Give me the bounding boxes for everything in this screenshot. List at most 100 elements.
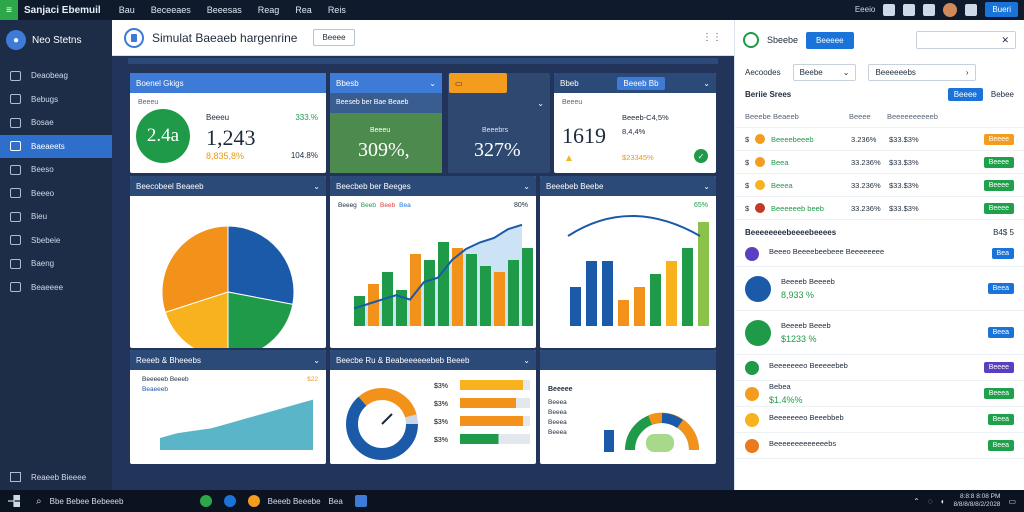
app-logo-icon: ≡ [0, 0, 18, 20]
section-button[interactable]: Beeee [947, 88, 983, 101]
sidebar-item[interactable]: Bieu [0, 205, 112, 229]
list-item[interactable]: Beeeeeeeo Beeeeebeb Beeee [735, 355, 1024, 381]
list-item[interactable]: Beeeo Beeeebeebeee Beeeeeeee Bea [735, 241, 1024, 267]
status-badge[interactable]: Beea [987, 327, 1014, 338]
settings-icon[interactable] [923, 3, 936, 16]
trend-line [567, 215, 701, 237]
mail-icon[interactable] [903, 3, 916, 16]
sidebar-item[interactable]: Bosae [0, 111, 112, 135]
taskbar-search[interactable]: Bbe Bebee Bebeeeb [49, 496, 124, 506]
status-badge[interactable]: Beeee [983, 179, 1014, 191]
kpi-card-4: Bbeb Beeeb Bb ⌄ Beeeu 1619 ▲ Beeeb-C4,5% 8… [554, 73, 716, 173]
sidebar-item-label: Beaeeee [31, 282, 64, 292]
avatar[interactable] [943, 2, 958, 17]
filter-dropdown[interactable]: Beebe ⌄ [792, 63, 857, 81]
panel-title: Bbeb [560, 78, 579, 88]
chevron-up-icon[interactable]: ⌃ [913, 496, 920, 506]
bar [650, 274, 661, 326]
section-link[interactable]: Bebee [990, 90, 1014, 99]
kpi-value: 309%, [358, 139, 410, 161]
browser-icon[interactable] [199, 495, 212, 507]
status-badge[interactable]: Beeea [983, 388, 1014, 399]
status-badge[interactable]: Beeee [983, 133, 1014, 145]
panel-header: Beecbe Ru & Beabeeeeeebeb Beeeb ⌄ [330, 350, 536, 370]
primary-button[interactable]: Beeeee [806, 31, 854, 49]
list-item[interactable]: Bebea $1.4%% Beeea [735, 381, 1024, 407]
sidebar-footer[interactable]: Reaeeb Bieeee [10, 472, 86, 482]
chevron-down-icon[interactable]: ⌄ [523, 181, 530, 191]
table-row[interactable]: $ Beeea 33.236% $33.$3% Beeee [735, 174, 1024, 197]
menu-item[interactable]: Beeesas [206, 5, 242, 15]
chevron-down-icon[interactable]: ⌄ [313, 181, 320, 191]
list-item[interactable]: Beeeeb Beeeeb 8,933 % Beea [735, 267, 1024, 311]
list-item[interactable]: Beeeeb Beeeb $1233 % Beea [735, 311, 1024, 355]
taskbar-app[interactable]: Bea [328, 496, 343, 506]
chevron-down-icon[interactable]: ⌄ [703, 181, 710, 191]
list-item[interactable]: Beeeeeeeo Beeebbeb Beea [735, 407, 1024, 433]
chevron-down-icon[interactable]: ⌄ [523, 355, 530, 365]
sidebar-item-active[interactable]: Baeaeets [0, 134, 112, 158]
bar [570, 287, 581, 326]
gauge-bar [604, 430, 614, 452]
user-icon[interactable] [965, 3, 978, 16]
edge-icon[interactable] [223, 495, 236, 507]
clock[interactable]: 8:8:8 8:08 PM 8/8/8/8/8/2/2028 [953, 493, 1001, 508]
bar-chart [567, 215, 709, 326]
chrome-icon[interactable] [247, 495, 260, 507]
status-badge[interactable]: Beeee [983, 362, 1014, 373]
needle [381, 413, 393, 425]
search-input[interactable]: ✕ [916, 31, 1016, 49]
chevron-down-icon[interactable]: ⌄ [429, 78, 436, 88]
panel-title: Sbeebe [767, 35, 799, 45]
menu-item[interactable]: Rea [295, 5, 312, 15]
status-badge[interactable]: Beea [987, 283, 1014, 294]
sidebar-item[interactable]: Baeng [0, 252, 112, 276]
status-badge[interactable]: Bea [991, 248, 1014, 259]
menu-item[interactable]: Bau [118, 5, 135, 15]
sidebar-item[interactable]: Bebugs [0, 88, 112, 112]
menu-item[interactable]: Beceeaes [150, 5, 191, 15]
sidebar-item[interactable]: Beeeo [0, 182, 112, 206]
chevron-down-icon[interactable]: ⌄ [537, 99, 544, 108]
table-row[interactable]: $ Beeeeeeb beeb 33.236% $33.$3% Beeee [735, 197, 1024, 220]
share-button[interactable]: Bueri [985, 2, 1018, 17]
status-badge[interactable]: Beea [987, 440, 1014, 451]
list-item-title: Beeeeb Beeeeb [781, 277, 835, 286]
menu-item[interactable]: Reis [327, 5, 346, 15]
volume-icon[interactable]: ◐ [940, 496, 946, 506]
app-title: Sanjaci Ebemuil [24, 4, 101, 16]
sidebar: ● Neo Stetns Deaobeag Bebugs Bosae Baeae… [0, 20, 112, 490]
system-tray: ⌃ ◌ ◐ 8:8:8 8:08 PM 8/8/8/8/8/2/2028 ▭ [913, 493, 1024, 509]
table-row[interactable]: $ Beea 33.236% $33.$3% Beeee [735, 151, 1024, 174]
panel-title: Bbesb [336, 78, 359, 88]
wifi-icon[interactable]: ◌ [927, 496, 933, 506]
sidebar-item[interactable]: Beeso [0, 158, 112, 182]
view-select[interactable]: Beeee [313, 29, 355, 46]
sidebar-item[interactable]: Beaeeee [0, 276, 112, 300]
taskbar-app[interactable]: Beeeb Beeebe [267, 496, 321, 506]
chevron-down-icon[interactable]: ⌄ [313, 355, 320, 365]
windows-icon[interactable] [8, 495, 20, 507]
menu-item[interactable]: Reag [257, 5, 280, 15]
grid-icon[interactable]: ⋮⋮ [702, 32, 722, 43]
close-icon[interactable]: ✕ [1001, 34, 1009, 45]
bar [452, 248, 463, 326]
status-badge[interactable]: Beea [987, 414, 1014, 425]
kpi-tag[interactable]: Beeeb Bb [617, 76, 665, 90]
section-header: Beriie Srees Beeee Bebee [745, 88, 1014, 101]
search-icon[interactable]: ⌕ [36, 495, 42, 507]
status-badge[interactable]: Beeee [983, 202, 1014, 214]
list-item[interactable]: Beeeeeeeeeeeeebs Beea [735, 433, 1024, 459]
bell-icon[interactable] [883, 3, 896, 16]
status-badge[interactable]: Beeee [983, 156, 1014, 168]
notification-icon[interactable]: ▭ [1008, 496, 1016, 506]
sidebar-item-label: Baeaeets [31, 141, 65, 151]
kpi-sub2: 104.8% [290, 151, 318, 160]
chevron-down-icon[interactable]: ⌄ [703, 78, 710, 88]
table-row[interactable]: $ Beeeebeeeb 3.236% $33.$3% Beeee [735, 128, 1024, 151]
filter-dropdown[interactable]: Beeeeeebs › [868, 63, 976, 81]
app-icon[interactable] [354, 495, 367, 507]
sidebar-item[interactable]: Sbebeie [0, 229, 112, 253]
sidebar-item-label: Deaobeag [31, 71, 68, 81]
sidebar-item[interactable]: Deaobeag [0, 64, 112, 88]
